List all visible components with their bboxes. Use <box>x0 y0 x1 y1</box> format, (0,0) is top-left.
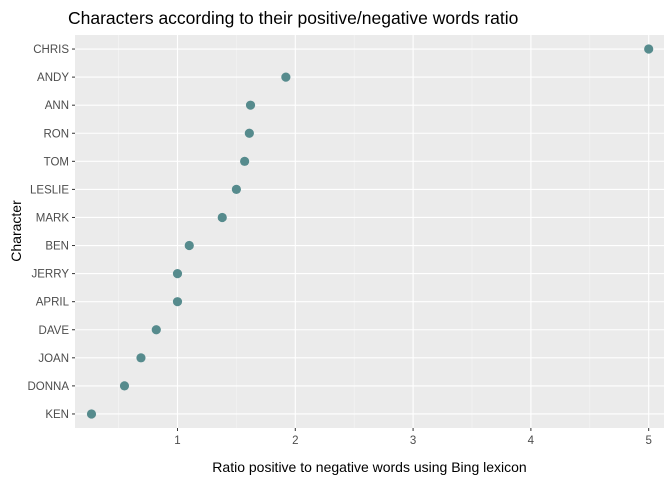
y-tick-label: ANDY <box>37 72 69 84</box>
y-tick-label: LESLIE <box>30 184 69 196</box>
x-tick-label: 3 <box>410 435 416 447</box>
data-point-mark <box>217 212 227 223</box>
y-axis-label: Character <box>8 200 24 262</box>
y-tick-label: ANN <box>45 100 69 112</box>
y-tick-label: DAVE <box>39 325 70 337</box>
data-point-jerry <box>172 269 183 279</box>
y-tick-label: JERRY <box>32 269 70 281</box>
y-tick-label: DONNA <box>27 381 69 393</box>
data-point-dave <box>151 325 161 335</box>
data-points <box>86 44 654 419</box>
x-tick-label: 2 <box>292 435 298 447</box>
x-axis-label: Ratio positive to negative words using B… <box>212 459 526 475</box>
data-point-ann <box>245 100 256 110</box>
y-tick-label: BEN <box>45 241 69 253</box>
data-point-andy <box>281 72 291 82</box>
y-tick-label: APRIL <box>36 297 70 309</box>
y-tick-label: MARK <box>36 212 70 224</box>
grid-lines <box>75 35 664 428</box>
x-axis-ticks: 1 2 3 4 5 <box>174 428 652 447</box>
plot-panel <box>75 35 664 428</box>
y-tick-label: TOM <box>44 156 69 168</box>
data-point-april <box>172 297 183 307</box>
y-tick-label: JOAN <box>38 353 69 365</box>
data-point-chris <box>644 44 654 54</box>
data-point-ken <box>86 409 97 419</box>
y-tick-label: RON <box>43 128 69 140</box>
x-tick-label: 4 <box>528 435 535 447</box>
data-point-tom <box>240 156 250 166</box>
x-tick-label: 5 <box>645 435 651 447</box>
y-tick-label: CHRIS <box>33 44 69 56</box>
data-point-joan <box>136 353 146 363</box>
y-tick-label: KEN <box>45 409 69 421</box>
data-point-ron <box>244 128 254 138</box>
data-point-leslie <box>231 184 241 194</box>
chart-title: Characters according to their positive/n… <box>68 8 518 28</box>
data-point-ben <box>184 240 194 251</box>
y-axis-ticks: CHRIS ANDY ANN RON TOM LESLIE MARK BEN JERRY APRI… <box>27 44 75 421</box>
x-tick-label: 1 <box>174 435 180 447</box>
data-point-donna <box>119 381 130 391</box>
